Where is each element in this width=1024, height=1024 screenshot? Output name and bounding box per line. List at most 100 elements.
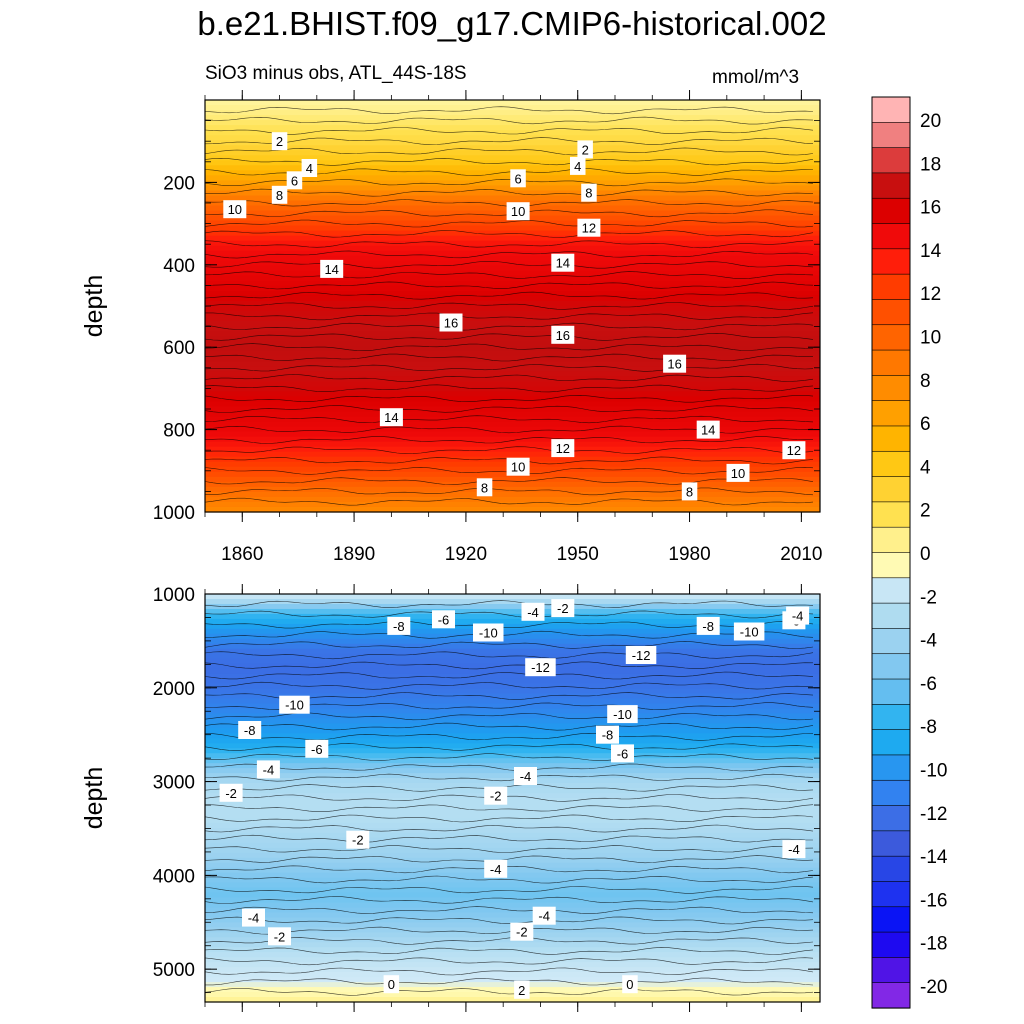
- contour-label-text: -6: [311, 742, 323, 757]
- contour-label-text: -2: [516, 925, 528, 940]
- contour-label-text: -4: [248, 911, 260, 926]
- lower-fill-band: [205, 778, 820, 784]
- upper-fill-band: [205, 296, 820, 302]
- colorbar-swatch: [872, 603, 910, 629]
- colorbar-swatch: [872, 856, 910, 882]
- contour-label-text: -4: [520, 769, 532, 784]
- upper-fill-band: [205, 271, 820, 277]
- upper-contour-label: 4: [302, 159, 318, 177]
- lower-fill-band: [205, 803, 820, 809]
- lower-fill-band: [205, 669, 820, 675]
- upper-y-tick-label: 600: [163, 338, 195, 359]
- contour-label-text: -4: [263, 762, 275, 777]
- lower-fill-band: [205, 748, 820, 754]
- contour-label-text: -8: [393, 619, 405, 634]
- lower-contour-label: -10: [279, 696, 310, 714]
- lower-contour-label: -10: [607, 705, 638, 723]
- lower-fill-band: [205, 848, 820, 854]
- upper-contour-label: 8: [682, 482, 698, 500]
- contour-label-text: -8: [702, 619, 714, 634]
- upper-x-tick-label: 1890: [333, 544, 375, 565]
- lower-fill-band: [205, 798, 820, 804]
- upper-y-tick-label: 1000: [153, 503, 195, 524]
- colorbar-swatch: [872, 578, 910, 604]
- lower-fill-band: [205, 843, 820, 849]
- colorbar-swatch: [872, 350, 910, 376]
- lower-contour-label: -4: [782, 840, 805, 858]
- upper-fill-band: [205, 241, 820, 247]
- contour-label-text: 6: [291, 173, 298, 188]
- lower-contour-label: -4: [514, 767, 537, 785]
- upper-contour-label: 10: [727, 464, 750, 482]
- colorbar-swatch: [872, 122, 910, 148]
- colorbar-swatch: [872, 730, 910, 756]
- upper-fill-band: [205, 492, 820, 498]
- lower-fill-band: [205, 912, 820, 918]
- upper-contour-label: 8: [581, 184, 597, 202]
- lower-fill-band: [205, 609, 820, 615]
- upper-contour-label: 10: [223, 200, 246, 218]
- lower-fill-band: [205, 773, 820, 779]
- upper-fill-band: [205, 120, 820, 126]
- upper-contour-label: 2: [577, 140, 593, 158]
- contour-label-text: 10: [511, 204, 525, 219]
- colorbar-swatch: [872, 299, 910, 325]
- lower-fill-band: [205, 828, 820, 834]
- upper-fill-band: [205, 190, 820, 196]
- contour-label-text: -10: [285, 698, 304, 713]
- contour-label-text: 2: [582, 142, 589, 157]
- contour-label-text: -4: [788, 842, 800, 857]
- colorbar-swatch: [872, 881, 910, 907]
- upper-contour-label: 8: [477, 478, 493, 496]
- upper-fill-band: [205, 100, 820, 106]
- lower-contour-label: 2: [514, 981, 530, 999]
- lower-fill-band: [205, 644, 820, 650]
- upper-fill-band: [205, 195, 820, 201]
- colorbar-swatch: [872, 553, 910, 579]
- contour-label-text: 2: [518, 983, 525, 998]
- lower-fill-band: [205, 763, 820, 769]
- lower-contour-label: -2: [346, 831, 369, 849]
- colorbar-swatch: [872, 148, 910, 174]
- upper-fill-band: [205, 135, 820, 141]
- contour-label-text: 12: [556, 441, 570, 456]
- contour-label-text: 10: [511, 460, 525, 475]
- upper-fill-band: [205, 130, 820, 136]
- upper-fill-band: [205, 236, 820, 242]
- lower-y-tick-label: 5000: [153, 960, 195, 981]
- lower-contour-label: -8: [697, 617, 720, 635]
- lower-contour-label: -4: [522, 603, 545, 621]
- upper-y-tick-label: 200: [163, 173, 195, 194]
- colorbar-swatch: [872, 375, 910, 401]
- lower-fill-band: [205, 689, 820, 695]
- colorbar-swatch: [872, 527, 910, 553]
- upper-fill-band: [205, 155, 820, 161]
- lower-y-tick-label: 3000: [153, 773, 195, 794]
- colorbar-label: -14: [920, 847, 948, 868]
- lower-fill-band: [205, 718, 820, 724]
- lower-contour-label: -2: [551, 599, 574, 617]
- lower-y-tick-label: 4000: [153, 866, 195, 887]
- upper-fill-band: [205, 391, 820, 397]
- upper-contour-label: 16: [440, 314, 463, 332]
- contour-label-text: 12: [787, 443, 801, 458]
- lower-fill-band: [205, 649, 820, 655]
- contour-label-text: 4: [574, 159, 581, 174]
- lower-fill-band: [205, 982, 820, 988]
- colorbar-label: -18: [920, 934, 947, 955]
- lower-fill-band: [205, 738, 820, 744]
- contour-label-text: 12: [582, 221, 596, 236]
- upper-fill-band: [205, 276, 820, 282]
- upper-x-tick-label: 1980: [668, 544, 710, 565]
- contour-label-text: -2: [557, 601, 569, 616]
- upper-contour-label: 14: [551, 254, 574, 272]
- contour-label-text: 8: [481, 480, 488, 495]
- upper-fill-band: [205, 326, 820, 332]
- upper-contour-label: 6: [510, 169, 526, 187]
- lower-fill-band: [205, 977, 820, 983]
- upper-fill-band: [205, 301, 820, 307]
- lower-fill-band: [205, 942, 820, 948]
- lower-contour-label: -2: [220, 784, 243, 802]
- colorbar-label: -4: [920, 631, 937, 652]
- upper-x-tick-label: 2010: [780, 544, 822, 565]
